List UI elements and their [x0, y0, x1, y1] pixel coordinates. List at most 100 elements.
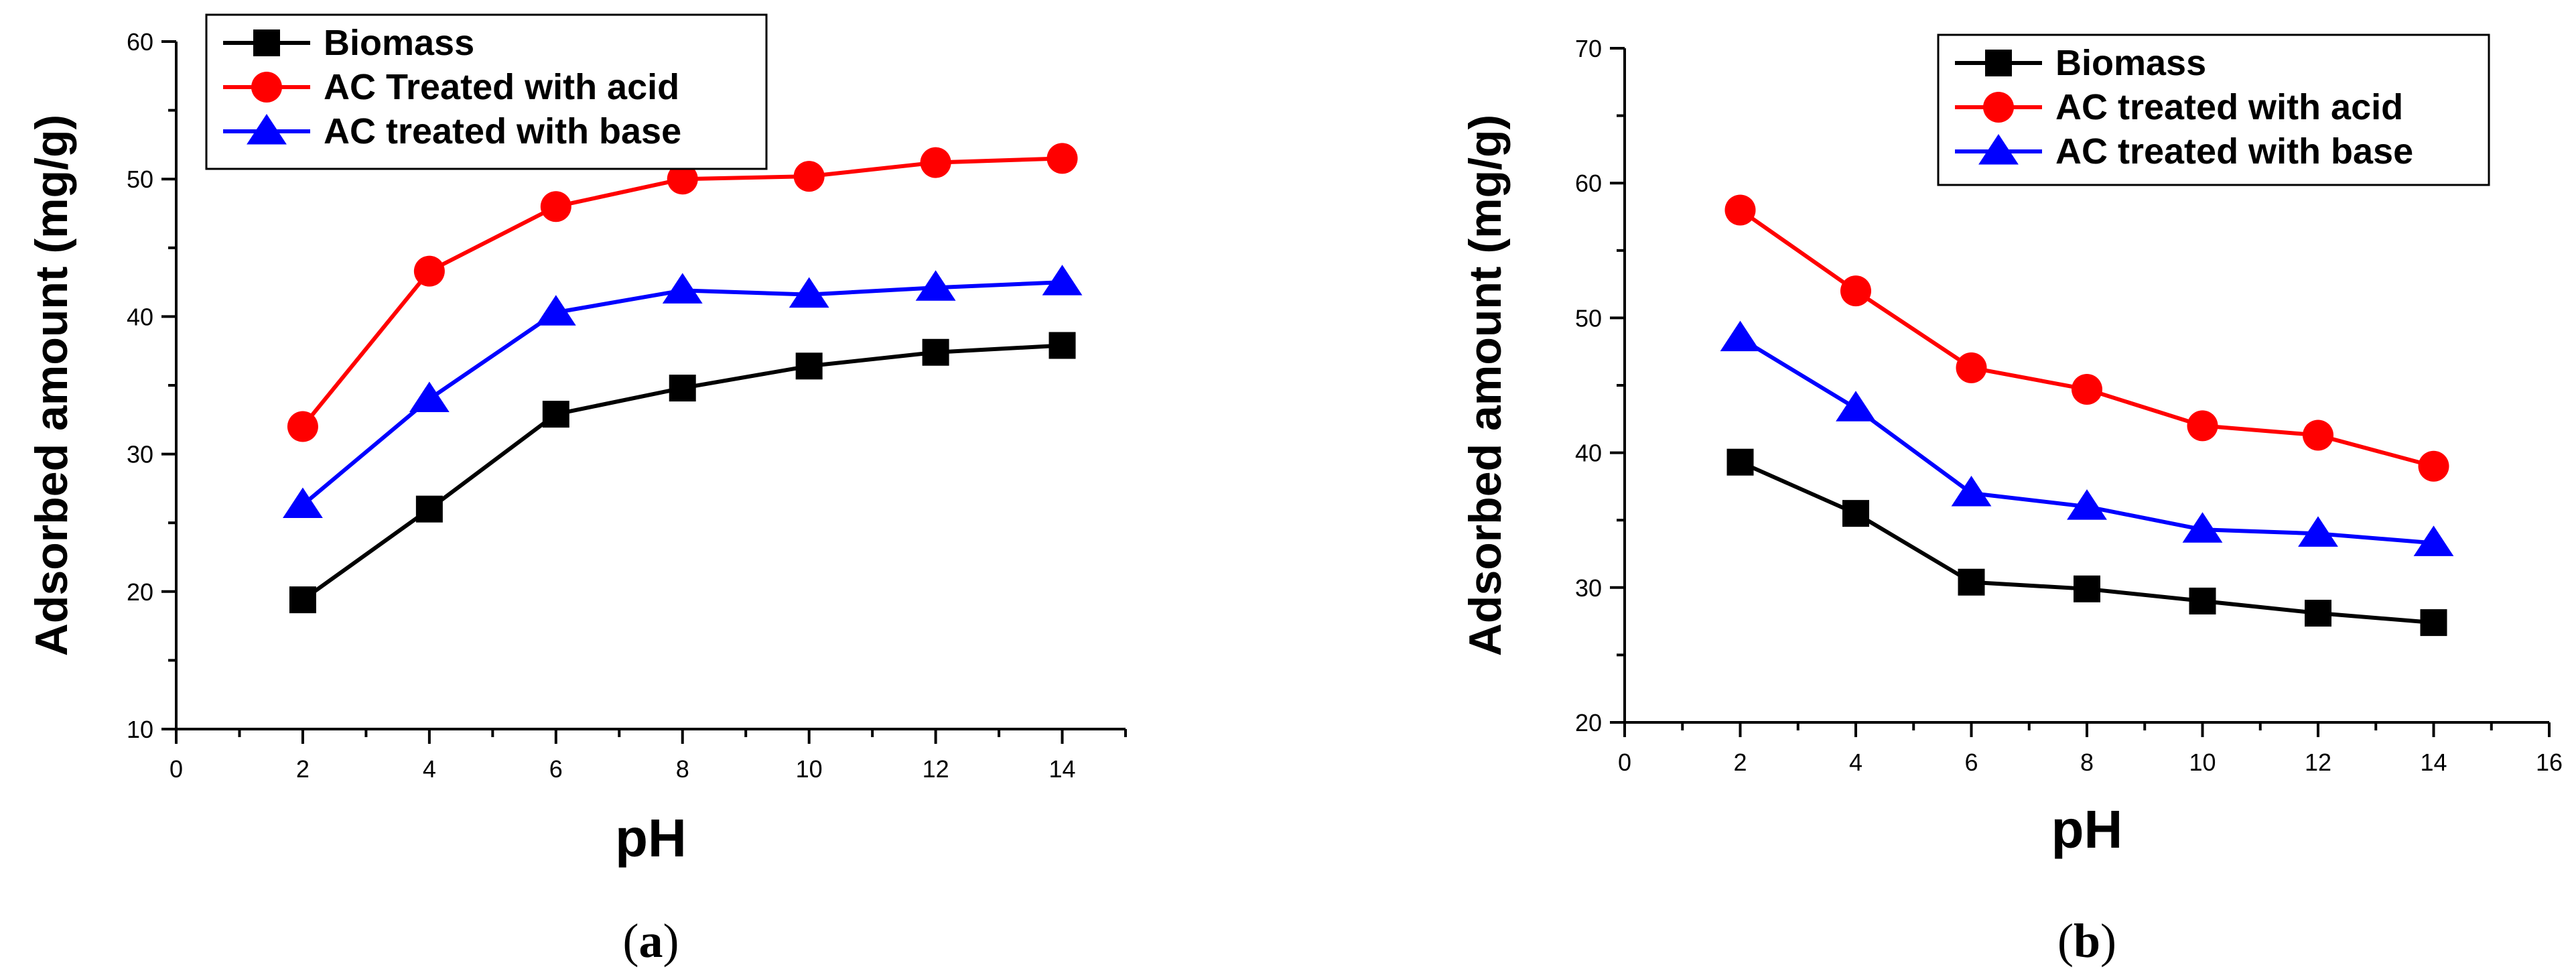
- data-point: [2182, 512, 2223, 543]
- data-point: [915, 270, 956, 301]
- data-point: [1958, 568, 1985, 596]
- series-square: [289, 332, 1076, 614]
- data-point: [1046, 143, 1078, 174]
- data-point: [920, 147, 951, 178]
- data-point: [287, 411, 318, 442]
- x-tick-label: 0: [170, 755, 183, 783]
- x-tick-label: 12: [2305, 749, 2331, 776]
- legend-item: Biomass: [1955, 43, 2206, 83]
- y-tick-label: 40: [127, 303, 153, 330]
- legend-label: AC Treated with acid: [324, 67, 679, 107]
- chart-b: 0 2 4 6 8 10 12 14 16 20 30 40 50 60 70 pH Adsorbed amou…: [1460, 34, 2563, 968]
- legend-marker: [253, 29, 280, 56]
- y-tick-label: 30: [1575, 574, 1602, 602]
- legend-marker: [247, 114, 287, 145]
- legend-item: Biomass: [223, 23, 474, 63]
- x-axis-title: pH: [615, 808, 687, 868]
- legend-label: Biomass: [324, 23, 474, 63]
- series-triangle: [1720, 320, 2454, 556]
- data-point: [793, 161, 825, 192]
- x-tick-label: 14: [2420, 749, 2447, 776]
- data-point: [2189, 587, 2216, 614]
- data-point: [1842, 500, 1869, 527]
- data-point: [789, 277, 829, 308]
- data-point: [2067, 489, 2107, 520]
- data-point: [2305, 600, 2331, 627]
- legend-item: AC Treated with acid: [223, 67, 679, 107]
- legend-box: [205, 13, 768, 170]
- data-point: [413, 255, 445, 287]
- data-point: [2072, 374, 2102, 405]
- y-tick-label: 40: [1575, 440, 1602, 467]
- x-tick-label: 2: [296, 755, 310, 783]
- data-point: [662, 273, 703, 304]
- data-point: [415, 495, 443, 523]
- x-tick-label: 16: [2536, 749, 2563, 776]
- data-point: [1042, 265, 1083, 296]
- y-tick-label: 20: [1575, 709, 1602, 736]
- data-point: [540, 191, 571, 222]
- legend-item: AC treated with base: [223, 111, 681, 151]
- data-point: [2303, 419, 2333, 451]
- legend-item: AC treated with base: [1955, 131, 2413, 172]
- series-circle: [287, 143, 1078, 442]
- x-tick-label: 12: [923, 755, 949, 783]
- data-point: [2418, 450, 2449, 482]
- y-tick-label: 30: [127, 441, 153, 468]
- data-point: [2420, 609, 2447, 637]
- x-tick-label: 2: [1733, 749, 1747, 776]
- series-circle: [1724, 194, 2449, 482]
- y-tick-label: 50: [1575, 304, 1602, 332]
- y-tick-label: 50: [127, 166, 153, 193]
- data-point: [283, 487, 323, 519]
- x-axis-title: pH: [2051, 799, 2123, 859]
- panel-caption: (b): [2057, 914, 2116, 968]
- x-tick-label: 6: [1964, 749, 1978, 776]
- data-point: [1951, 475, 1992, 507]
- data-point: [1726, 448, 1754, 476]
- data-point: [1840, 275, 1871, 307]
- data-point: [409, 381, 450, 413]
- data-point: [1724, 194, 1756, 226]
- legend-label: AC treated with acid: [2055, 87, 2403, 127]
- y-axis-title: Adsorbed amount (mg/g): [26, 115, 77, 656]
- data-point: [542, 401, 569, 428]
- y-tick-label: 60: [127, 28, 153, 56]
- legend-marker: [251, 72, 282, 103]
- legend-marker: [1978, 134, 2019, 165]
- data-point: [535, 295, 576, 326]
- legend-marker: [1985, 50, 2012, 76]
- x-tick-label: 4: [423, 755, 436, 783]
- data-point: [2187, 410, 2218, 442]
- data-point: [2074, 575, 2100, 602]
- data-point: [1048, 332, 1076, 359]
- legend-marker: [1983, 92, 2014, 123]
- chart-a: 0 2 4 6 8 10 12 14 10 20 30 40 50 60 pH Adsorbed amount…: [26, 13, 1127, 968]
- x-tick-label: 0: [1618, 749, 1631, 776]
- x-tick-label: 8: [2080, 749, 2094, 776]
- y-tick-label: 10: [127, 716, 153, 743]
- x-tick-label: 10: [2189, 749, 2216, 776]
- data-point: [922, 338, 949, 366]
- data-point: [795, 352, 823, 380]
- legend-label: AC treated with base: [324, 111, 681, 151]
- legend-label: Biomass: [2055, 43, 2206, 83]
- data-point: [669, 375, 696, 402]
- x-tick-label: 14: [1049, 755, 1076, 783]
- y-tick-label: 60: [1575, 170, 1602, 197]
- data-point: [289, 586, 316, 614]
- data-point: [667, 164, 698, 195]
- data-point: [1836, 391, 1876, 421]
- x-tick-label: 6: [549, 755, 563, 783]
- series-triangle: [283, 265, 1083, 519]
- y-axis-title: Adsorbed amount (mg/g): [1460, 115, 1511, 656]
- panel-caption: (a): [623, 914, 679, 968]
- legend-box: [1937, 34, 2490, 186]
- legend-label: AC treated with base: [2055, 131, 2413, 172]
- data-point: [2413, 525, 2454, 556]
- legend-item: AC treated with acid: [1955, 87, 2403, 127]
- data-point: [1956, 352, 1987, 383]
- x-tick-label: 10: [796, 755, 823, 783]
